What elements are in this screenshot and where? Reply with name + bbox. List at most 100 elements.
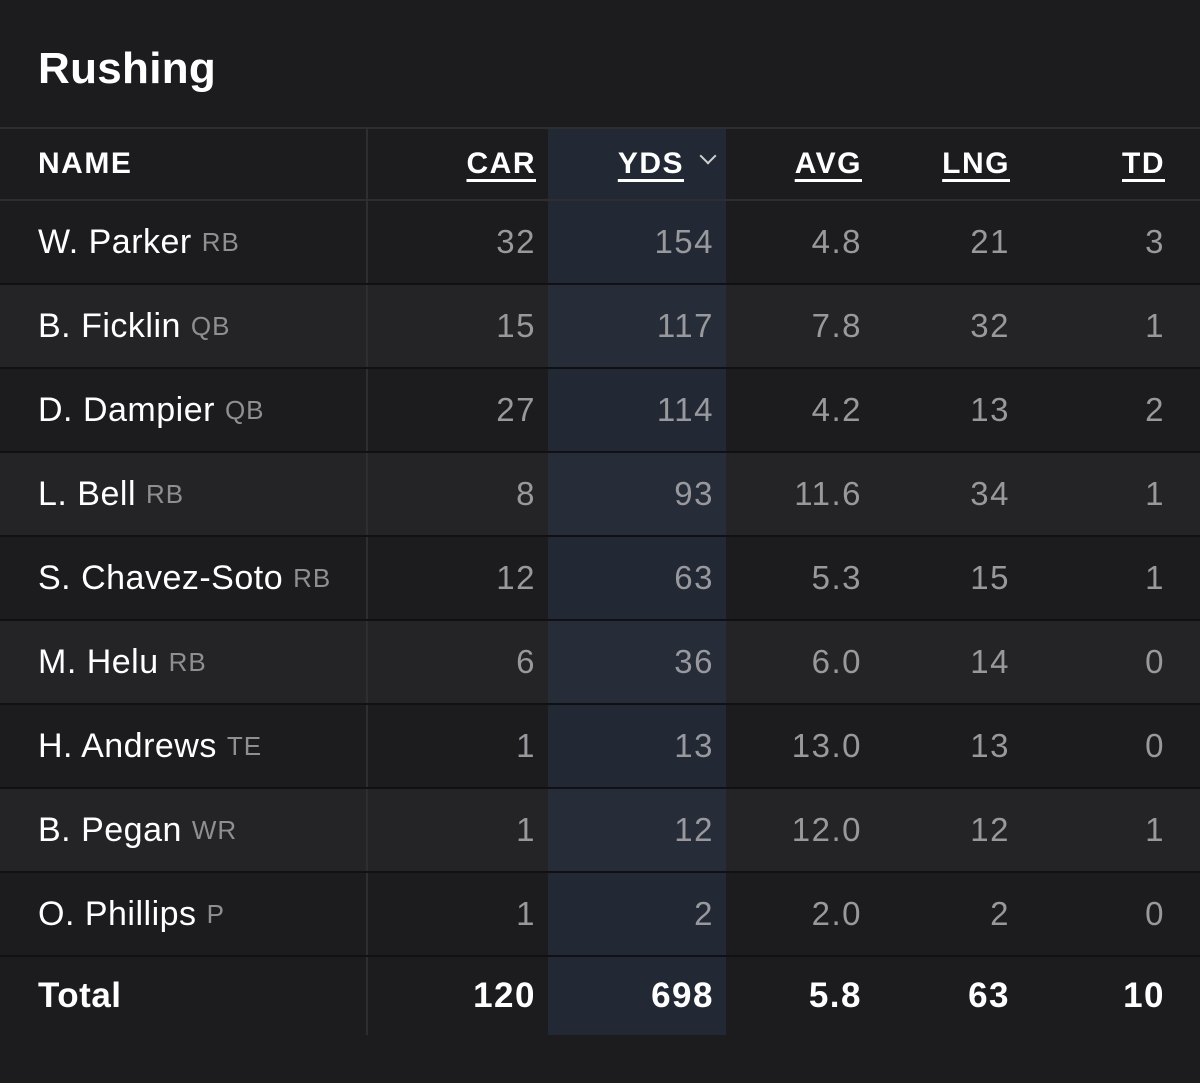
player-name[interactable]: D. Dampier	[38, 390, 215, 429]
avg-value: 4.2	[811, 391, 862, 428]
car-value: 27	[496, 391, 536, 428]
total-lng: 63	[968, 976, 1010, 1015]
avg-value: 11.6	[794, 475, 862, 512]
player-name[interactable]: M. Helu	[38, 642, 159, 681]
player-name[interactable]: B. Ficklin	[38, 306, 181, 345]
player-name-cell: W. Parker RB	[0, 201, 368, 283]
player-position: RB	[293, 562, 332, 593]
table-row[interactable]: B. Ficklin QB 15 117 7.8 32 1	[0, 285, 1200, 369]
td-cell: 1	[1022, 789, 1177, 871]
yds-cell: 13	[548, 705, 726, 787]
td-value: 1	[1145, 559, 1165, 596]
avg-cell: 4.8	[726, 201, 874, 283]
player-name[interactable]: H. Andrews	[38, 726, 217, 765]
header-cell-name: NAME	[0, 129, 368, 199]
table-row[interactable]: W. Parker RB 32 154 4.8 21 3	[0, 201, 1200, 285]
player-name-cell: M. Helu RB	[0, 621, 368, 703]
td-cell: 2	[1022, 369, 1177, 451]
avg-value: 4.8	[811, 223, 862, 260]
avg-cell: 5.3	[726, 537, 874, 619]
table-row[interactable]: H. Andrews TE 1 13 13.0 13 0	[0, 705, 1200, 789]
player-name-cell: S. Chavez-Soto RB	[0, 537, 368, 619]
avg-value: 6.0	[811, 643, 862, 680]
header-cell-car[interactable]: CAR	[370, 129, 548, 199]
table-row[interactable]: D. Dampier QB 27 114 4.2 13 2	[0, 369, 1200, 453]
car-cell: 1	[370, 873, 548, 955]
table-header-row: NAME CAR YDS AVG LNG TD	[0, 129, 1200, 201]
yds-cell: 117	[548, 285, 726, 367]
td-cell: 1	[1022, 537, 1177, 619]
car-cell: 15	[370, 285, 548, 367]
table-row[interactable]: O. Phillips P 1 2 2.0 2 0	[0, 873, 1200, 957]
table-total-row: Total 120 698 5.8 63 10	[0, 957, 1200, 1035]
car-value: 1	[516, 811, 536, 848]
td-value: 1	[1145, 811, 1165, 848]
player-position: TE	[226, 730, 263, 761]
player-name-cell: D. Dampier QB	[0, 369, 368, 451]
avg-cell: 6.0	[726, 621, 874, 703]
total-avg: 5.8	[808, 976, 862, 1015]
column-header-name: NAME	[38, 147, 133, 180]
player-position: P	[206, 898, 225, 929]
player-name[interactable]: L. Bell	[38, 474, 136, 513]
player-name[interactable]: S. Chavez-Soto	[38, 558, 284, 597]
table-row[interactable]: S. Chavez-Soto RB 12 63 5.3 15 1	[0, 537, 1200, 621]
yds-cell: 2	[548, 873, 726, 955]
lng-value: 13	[970, 727, 1010, 764]
column-header-avg[interactable]: AVG	[794, 147, 862, 180]
player-name-cell: B. Ficklin QB	[0, 285, 368, 367]
lng-value: 12	[970, 811, 1010, 848]
player-position: WR	[191, 814, 238, 845]
lng-cell: 21	[874, 201, 1022, 283]
total-car: 120	[473, 976, 536, 1015]
player-name[interactable]: B. Pegan	[38, 810, 182, 849]
table-row[interactable]: M. Helu RB 6 36 6.0 14 0	[0, 621, 1200, 705]
total-name-cell: Total	[0, 957, 368, 1035]
td-value: 3	[1145, 223, 1165, 260]
header-cell-lng[interactable]: LNG	[874, 129, 1022, 199]
column-header-td[interactable]: TD	[1122, 147, 1165, 180]
column-header-car[interactable]: CAR	[466, 147, 536, 180]
lng-value: 2	[990, 895, 1010, 932]
table-row[interactable]: B. Pegan WR 1 12 12.0 12 1	[0, 789, 1200, 873]
lng-cell: 2	[874, 873, 1022, 955]
player-name-cell: O. Phillips P	[0, 873, 368, 955]
header-cell-avg[interactable]: AVG	[726, 129, 874, 199]
column-header-lng[interactable]: LNG	[942, 147, 1010, 180]
avg-value: 12.0	[791, 811, 862, 848]
table-row[interactable]: L. Bell RB 8 93 11.6 34 1	[0, 453, 1200, 537]
avg-cell: 2.0	[726, 873, 874, 955]
td-cell: 1	[1022, 453, 1177, 535]
lng-value: 32	[970, 307, 1010, 344]
lng-cell: 32	[874, 285, 1022, 367]
lng-cell: 12	[874, 789, 1022, 871]
total-avg-cell: 5.8	[726, 957, 874, 1035]
player-name[interactable]: O. Phillips	[38, 894, 197, 933]
td-value: 0	[1145, 895, 1165, 932]
car-value: 12	[496, 559, 536, 596]
car-value: 32	[496, 223, 536, 260]
yds-value: 36	[674, 643, 714, 680]
yds-value: 2	[694, 895, 714, 932]
lng-cell: 34	[874, 453, 1022, 535]
player-name[interactable]: W. Parker	[38, 222, 192, 261]
td-cell: 3	[1022, 201, 1177, 283]
yds-cell: 154	[548, 201, 726, 283]
total-td: 10	[1123, 976, 1165, 1015]
car-value: 1	[516, 727, 536, 764]
lng-cell: 13	[874, 705, 1022, 787]
yds-value: 117	[656, 307, 714, 344]
rushing-table: NAME CAR YDS AVG LNG TD W. Parker RB 32 154…	[0, 127, 1200, 1035]
avg-cell: 7.8	[726, 285, 874, 367]
avg-value: 5.3	[811, 559, 862, 596]
header-cell-yds[interactable]: YDS	[548, 129, 726, 199]
player-position: RB	[146, 478, 185, 509]
car-value: 6	[516, 643, 536, 680]
player-name-cell: B. Pegan WR	[0, 789, 368, 871]
total-lng-cell: 63	[874, 957, 1022, 1035]
td-value: 1	[1145, 475, 1165, 512]
header-cell-td[interactable]: TD	[1022, 129, 1177, 199]
td-cell: 1	[1022, 285, 1177, 367]
total-label: Total	[38, 976, 122, 1015]
column-header-yds[interactable]: YDS	[617, 147, 684, 180]
